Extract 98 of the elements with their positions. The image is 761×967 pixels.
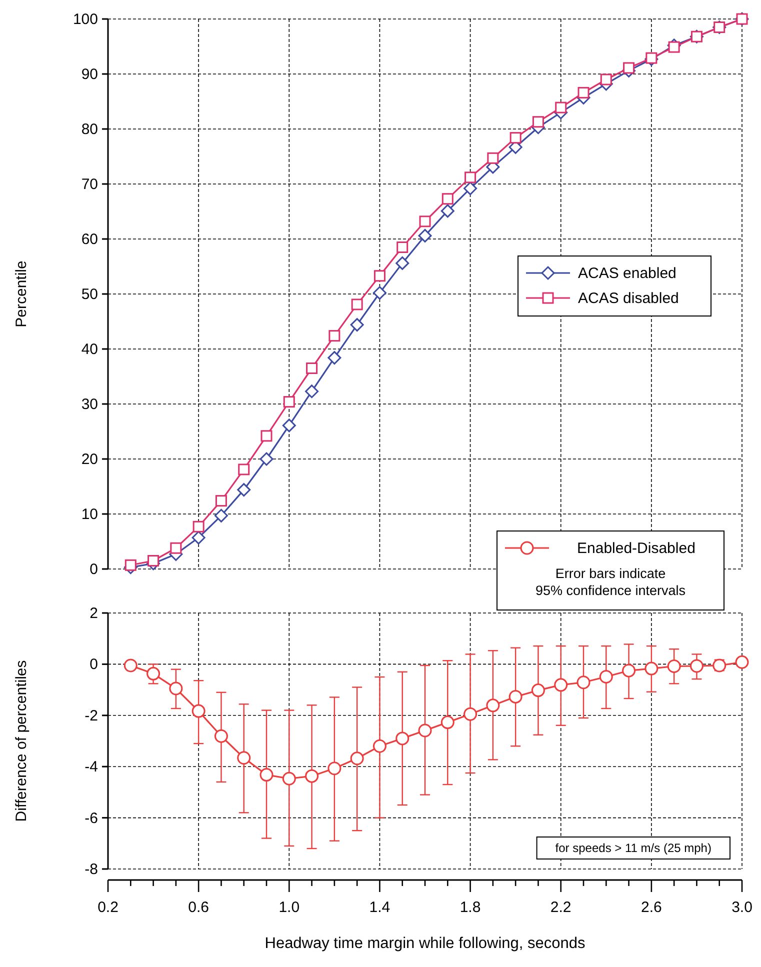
y-tick-label: 10 [81, 506, 98, 523]
y-tick-label: -2 [84, 707, 98, 724]
x-axis-title: Headway time margin while following, seconds [264, 935, 586, 952]
point [667, 660, 681, 673]
point [328, 351, 342, 365]
point [442, 193, 454, 205]
point [283, 396, 295, 408]
point [260, 430, 272, 442]
point [418, 228, 432, 242]
point [328, 330, 340, 342]
point [600, 74, 612, 86]
x-tick-label: 1.4 [369, 899, 390, 916]
y-tick-label: 40 [81, 341, 98, 358]
y-tick-label: -4 [84, 758, 98, 776]
point [124, 658, 138, 672]
legend-label: ACAS enabled [578, 265, 676, 282]
x-tick-label: 3.0 [732, 899, 752, 916]
point [510, 132, 522, 144]
point [237, 483, 251, 497]
point [305, 769, 319, 783]
annotation: for speeds > 11 m/s (25 mph) [555, 841, 712, 855]
point [260, 452, 274, 466]
point [372, 739, 386, 753]
x-tick-label: 1.8 [460, 899, 481, 916]
point [192, 520, 204, 532]
point [668, 41, 680, 53]
point [396, 242, 408, 253]
point [487, 152, 499, 164]
point [305, 384, 319, 398]
annotation: Error bars indicate 95% confidence intervals [535, 566, 686, 598]
point [396, 732, 410, 746]
legend-label: Enabled-Disabled [577, 540, 696, 557]
y-axis-title: Percentile [13, 260, 30, 328]
x-tick-label: 1.0 [278, 899, 300, 916]
point [328, 762, 342, 776]
point [578, 86, 590, 98]
y-tick-label: 50 [81, 286, 98, 303]
point [192, 530, 206, 544]
point [124, 559, 136, 571]
point [372, 286, 386, 300]
point [170, 542, 182, 554]
point [214, 508, 228, 522]
point [644, 662, 658, 676]
point [350, 318, 364, 332]
point [169, 682, 183, 696]
y-tick-label: 0 [90, 561, 98, 578]
point [576, 676, 590, 690]
point [238, 464, 250, 476]
point [440, 716, 454, 730]
point [531, 684, 545, 698]
point [215, 495, 227, 507]
x-tick-label: 2.6 [641, 899, 662, 916]
y-tick-label: 60 [81, 231, 98, 248]
y-tick-label: 70 [81, 176, 98, 193]
y-tick-label: 80 [81, 121, 98, 138]
y-axis-title: Difference of percentiles [13, 660, 30, 822]
point [464, 182, 478, 196]
point [464, 707, 478, 721]
point [351, 298, 363, 310]
y-tick-label: 0 [90, 656, 98, 674]
y-tick-label: 100 [72, 11, 98, 28]
y-tick-label: 30 [81, 396, 98, 413]
point [418, 724, 432, 738]
point [646, 52, 658, 64]
point [554, 678, 568, 692]
point [374, 270, 386, 282]
point [192, 704, 206, 718]
point [622, 664, 636, 678]
y-tick-label: -8 [84, 861, 98, 878]
point [486, 698, 500, 712]
point [396, 256, 410, 270]
point [599, 670, 613, 684]
point [237, 751, 251, 765]
point [735, 655, 749, 669]
y-tick-label: 20 [81, 451, 98, 468]
legend-label: ACAS disabled [578, 290, 679, 307]
point [555, 102, 567, 114]
point [508, 690, 522, 704]
x-tick-label: 2.2 [550, 899, 572, 916]
point [623, 62, 635, 74]
point [532, 116, 544, 128]
y-tick-label: 2 [90, 605, 98, 622]
x-tick-label: 0.6 [188, 899, 209, 916]
point [690, 659, 704, 673]
point [282, 418, 296, 432]
point [146, 666, 160, 680]
x-tick-label: 0.2 [98, 899, 118, 916]
point [464, 172, 476, 184]
point [282, 772, 296, 786]
point [419, 216, 431, 228]
point [306, 362, 318, 374]
point [350, 752, 364, 766]
point [148, 555, 160, 566]
y-tick-label: -6 [84, 810, 98, 827]
y-tick-label: 90 [81, 66, 98, 83]
point [214, 729, 228, 743]
point [440, 204, 454, 218]
point [260, 768, 274, 782]
